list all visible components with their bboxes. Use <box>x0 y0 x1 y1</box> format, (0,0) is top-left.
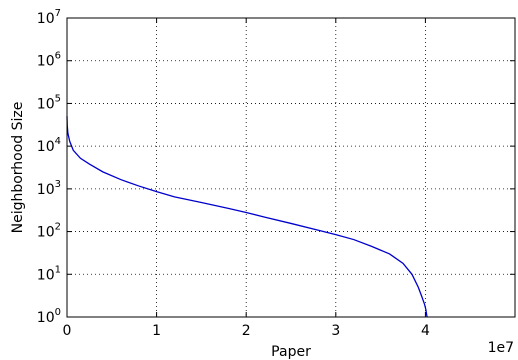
x-tick-label: 1 <box>152 323 161 339</box>
x-tick-label: 3 <box>331 323 340 339</box>
x-tick-label: 0 <box>63 323 72 339</box>
plot-frame <box>67 18 515 317</box>
x-tick-labels: 0 1 2 3 4 <box>63 323 430 339</box>
grid-lines <box>67 18 515 317</box>
x-tick-label: 4 <box>421 323 430 339</box>
y-tick-label: 107 <box>37 8 61 27</box>
y-tick-label: 104 <box>37 136 61 155</box>
y-axis-label: Neighborhood Size <box>10 102 26 234</box>
x-offset-label: 1e7 <box>488 340 514 356</box>
y-tick-label: 105 <box>37 93 61 112</box>
x-axis-label: Paper <box>271 344 311 360</box>
y-tick-label: 101 <box>37 264 61 283</box>
y-tick-label: 106 <box>37 51 61 70</box>
y-tick-label: 100 <box>37 307 61 326</box>
axis-ticks <box>67 18 515 317</box>
y-tick-label: 102 <box>37 222 61 241</box>
y-tick-label: 103 <box>37 179 61 198</box>
x-tick-label: 2 <box>242 323 251 339</box>
y-tick-labels: 100 101 102 103 104 105 106 107 <box>37 8 61 326</box>
